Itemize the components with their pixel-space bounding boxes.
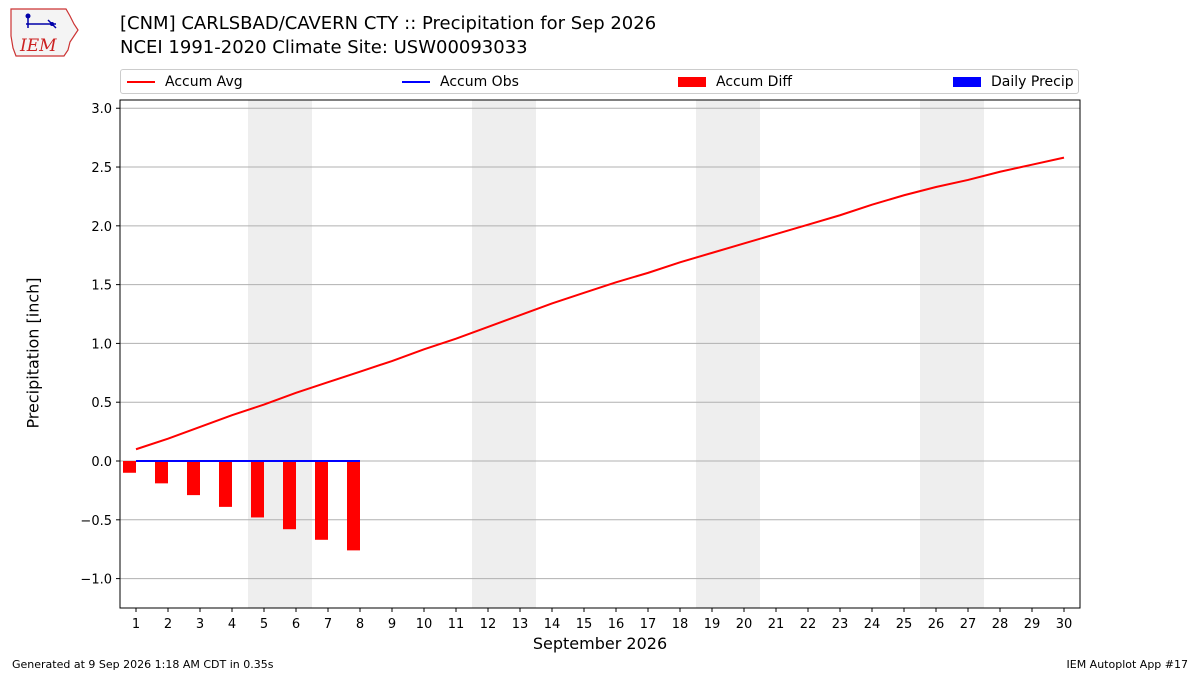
x-tick-label: 2	[164, 617, 172, 632]
x-tick-label: 27	[960, 617, 977, 632]
legend-swatch-daily-precip	[953, 77, 981, 87]
x-tick-label: 21	[768, 617, 785, 632]
x-tick-label: 12	[480, 617, 497, 632]
legend-item-accum-avg: Accum Avg	[127, 73, 243, 91]
x-tick-label: 30	[1056, 617, 1073, 632]
x-tick-label: 5	[260, 617, 268, 632]
x-tick-label: 24	[864, 617, 881, 632]
x-tick-label: 22	[800, 617, 817, 632]
accum-diff-bar	[283, 461, 296, 530]
legend-label-accum-obs: Accum Obs	[440, 74, 519, 90]
y-tick-label: 2.0	[91, 220, 112, 235]
x-tick-label: 9	[388, 617, 396, 632]
x-axis-label: September 2026	[532, 634, 668, 653]
x-tick-label: 1	[132, 617, 140, 632]
accum-avg-line	[135, 156, 1065, 451]
legend-swatch-accum-obs	[402, 81, 430, 83]
accum-diff-bar	[219, 461, 232, 507]
plot-frame	[119, 99, 1081, 609]
chart-legend: Accum Avg Accum Obs Accum Diff Daily Pre…	[120, 69, 1079, 94]
legend-item-daily-precip: Daily Precip	[953, 73, 1074, 91]
iem-logo: IEM	[8, 6, 80, 58]
legend-swatch-accum-diff	[678, 77, 706, 87]
legend-swatch-accum-avg	[127, 81, 155, 83]
legend-label-daily-precip: Daily Precip	[991, 74, 1074, 90]
accum-diff-bar	[187, 461, 200, 496]
x-tick-label: 16	[608, 617, 625, 632]
accum-diff-bar	[251, 461, 264, 518]
y-tick-label: 1.5	[91, 279, 112, 294]
weekend-band-4	[920, 100, 984, 608]
x-tick-label: 23	[832, 617, 849, 632]
legend-label-accum-diff: Accum Diff	[716, 74, 793, 90]
x-tick-label: 29	[1024, 617, 1041, 632]
autoplot-app-label: IEM Autoplot App #17	[1066, 658, 1189, 671]
x-tick-label: 7	[324, 617, 332, 632]
x-tick-label: 18	[672, 617, 689, 632]
x-tick-label: 10	[416, 617, 433, 632]
weekend-band-1	[248, 100, 312, 608]
y-tick-label: 0.0	[91, 455, 112, 470]
chart-title: [CNM] CARLSBAD/CAVERN CTY :: Precipitati…	[120, 13, 657, 34]
accum-diff-bar	[123, 461, 136, 473]
generated-timestamp: Generated at 9 Sep 2026 1:18 AM CDT in 0…	[12, 658, 274, 671]
legend-item-accum-diff: Accum Diff	[678, 73, 792, 91]
y-tick-label: 2.5	[91, 161, 112, 176]
x-tick-label: 26	[928, 617, 945, 632]
chart-subtitle: NCEI 1991-2020 Climate Site: USW00093033	[120, 37, 528, 58]
logo-text: IEM	[19, 36, 57, 56]
x-tick-label: 8	[356, 617, 364, 632]
y-tick-label: 3.0	[91, 102, 112, 117]
x-tick-label: 17	[640, 617, 657, 632]
x-tick-label: 25	[896, 617, 913, 632]
accum-diff-bar	[315, 461, 328, 540]
x-tick-label: 11	[448, 617, 465, 632]
weekend-band-2	[472, 100, 536, 608]
x-tick-label: 3	[196, 617, 204, 632]
x-tick-label: 19	[704, 617, 721, 632]
y-tick-label: −0.5	[80, 514, 112, 529]
x-tick-label: 14	[544, 617, 561, 632]
x-tick-label: 6	[292, 617, 300, 632]
weekend-band-3	[696, 100, 760, 608]
x-tick-label: 15	[576, 617, 593, 632]
y-axis-label: Precipitation [inch]	[23, 277, 43, 429]
legend-label-accum-avg: Accum Avg	[165, 74, 243, 90]
x-tick-label: 28	[992, 617, 1009, 632]
x-tick-label: 20	[736, 617, 753, 632]
y-tick-label: −1.0	[80, 573, 112, 588]
legend-item-accum-obs: Accum Obs	[402, 73, 519, 91]
y-tick-label: 1.0	[91, 337, 112, 352]
x-tick-label: 13	[512, 617, 529, 632]
y-tick-label: 0.5	[91, 396, 112, 411]
accum-diff-bar	[347, 461, 360, 551]
accum-diff-bar	[155, 461, 168, 484]
x-tick-label: 4	[228, 617, 236, 632]
